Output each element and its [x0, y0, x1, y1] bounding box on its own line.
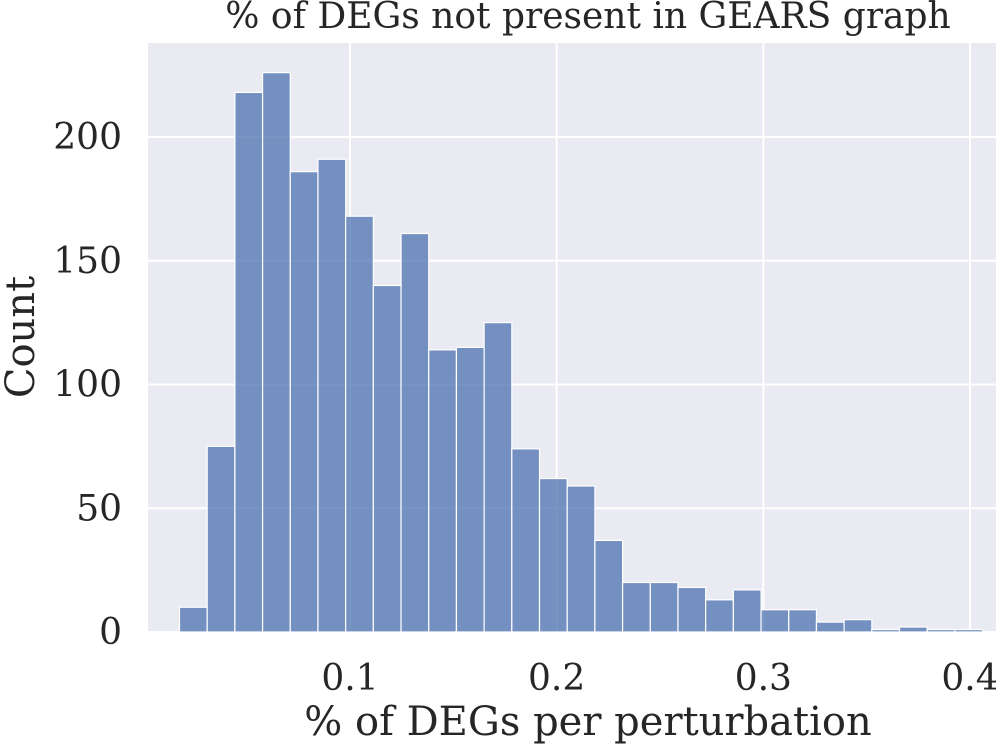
histogram-bar: [621, 581, 651, 633]
histogram-bar: [898, 626, 928, 633]
histogram-bar: [677, 586, 707, 633]
histogram-bar: [871, 628, 901, 633]
histogram-bar: [206, 445, 236, 633]
histogram-bar: [954, 628, 984, 633]
histogram-bar: [732, 589, 762, 633]
histogram-bar: [483, 322, 513, 633]
histogram-bar: [345, 215, 374, 633]
x-tick-label: 0.2: [528, 658, 585, 699]
histogram-bar: [317, 158, 347, 633]
histogram-bar: [594, 539, 624, 633]
y-tick-label: 0: [99, 612, 122, 653]
histogram-bar: [788, 609, 818, 633]
y-tick-label: 50: [76, 488, 122, 529]
histogram-bars: [178, 72, 984, 633]
x-axis-label: % of DEGs per perturbation: [304, 699, 871, 745]
histogram-bar: [178, 606, 208, 633]
histogram-bar: [926, 628, 956, 633]
x-tick-label: 0.1: [321, 658, 378, 699]
histogram-bar: [261, 72, 291, 633]
histogram-bar: [455, 346, 485, 633]
histogram-bar: [234, 91, 264, 633]
histogram-bar: [428, 349, 458, 633]
histogram-bar: [372, 284, 402, 633]
x-tick-label: 0.3: [735, 658, 792, 699]
histogram-bar: [705, 599, 734, 633]
histogram-bar: [760, 609, 790, 633]
histogram-bar: [566, 485, 596, 633]
histogram-bar: [511, 448, 541, 633]
histogram-bar: [843, 619, 873, 633]
y-tick-label: 100: [53, 365, 122, 406]
x-tick-labels: 0.1 0.2 0.3 0.4: [321, 658, 996, 699]
histogram-bar: [815, 621, 845, 633]
histogram-bar: [538, 477, 568, 633]
y-tick-label: 150: [53, 241, 122, 282]
y-axis-label: Count: [0, 276, 44, 398]
chart-title: % of DEGs not present in GEARS graph: [225, 0, 950, 37]
histogram-bar: [400, 232, 430, 633]
histogram-bar: [649, 581, 679, 633]
y-tick-labels: 0 50 100 150 200: [53, 117, 122, 653]
x-tick-label: 0.4: [941, 658, 996, 699]
histogram-bar: [289, 171, 319, 633]
y-tick-label: 200: [53, 117, 122, 158]
